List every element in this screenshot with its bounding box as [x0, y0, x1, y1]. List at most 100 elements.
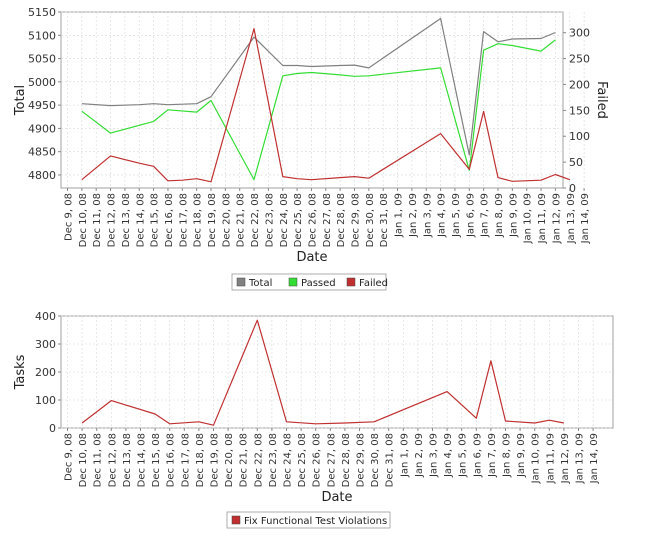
- x-tick-label: Dec 29, 08: [351, 193, 362, 247]
- y2-tick-label: 150: [569, 104, 590, 117]
- x-tick-label: Dec 19, 08: [207, 193, 218, 247]
- series-line-passed: [81, 39, 556, 181]
- x-axis-title: Date: [321, 490, 352, 505]
- x-tick-label: Jan 2, 09: [414, 433, 425, 478]
- x-tick-label: Dec 25, 08: [293, 193, 304, 247]
- y-tick-label: 5100: [28, 29, 56, 42]
- x-tick-label: Jan 8, 09: [502, 433, 513, 478]
- x-tick-label: Dec 26, 08: [312, 433, 323, 487]
- y2-tick-label: 200: [569, 78, 590, 91]
- x-tick-label: Jan 11, 09: [537, 193, 548, 244]
- x-tick-label: Dec 17, 08: [178, 193, 189, 247]
- series-line-fix-functional-test-violations: [81, 319, 565, 426]
- y-tick-label: 5050: [28, 53, 56, 66]
- legend-box: [226, 511, 391, 529]
- x-tick-label: Dec 21, 08: [239, 433, 250, 487]
- x-tick-label: Dec 23, 08: [268, 433, 279, 487]
- legend-swatch: [231, 515, 241, 525]
- x-tick-label: Dec 14, 08: [137, 433, 148, 487]
- y-tick-label: 300: [35, 338, 56, 351]
- x-tick-label: Dec 10, 08: [78, 193, 89, 247]
- y2-tick-label: 100: [569, 130, 590, 143]
- y-tick-label: 100: [35, 394, 56, 407]
- x-tick-label: Dec 16, 08: [164, 193, 175, 247]
- y-tick-label: 0: [49, 422, 56, 435]
- legend-swatch: [236, 277, 246, 287]
- x-tick-label: Jan 1, 09: [394, 193, 405, 238]
- x-tick-label: Jan 10, 09: [531, 433, 542, 484]
- x-tick-label: Dec 12, 08: [107, 433, 118, 487]
- plot-area: [60, 11, 564, 189]
- x-tick-label: Jan 4, 09: [443, 433, 454, 478]
- x-tick-label: Dec 30, 08: [370, 433, 381, 487]
- y2-tick-label: 50: [569, 156, 583, 169]
- x-tick-label: Dec 22, 08: [250, 193, 261, 247]
- y-axis-title: Total: [13, 85, 28, 116]
- legend: Fix Functional Test Violations: [226, 511, 391, 529]
- x-tick-label: Jan 3, 09: [422, 193, 433, 238]
- x-tick-label: Dec 20, 08: [221, 193, 232, 247]
- y2-tick-label: 300: [569, 27, 590, 40]
- x-tick-label: Jan 9, 09: [516, 433, 527, 478]
- x-tick-label: Dec 13, 08: [121, 193, 132, 247]
- x-tick-label: Jan 13, 09: [566, 193, 577, 244]
- y-tick-label: 4950: [28, 99, 56, 112]
- x-tick-label: Jan 2, 09: [408, 193, 419, 238]
- legend-swatch: [346, 277, 356, 287]
- x-tick-label: Jan 8, 09: [494, 193, 505, 238]
- x-tick-label: Jan 4, 09: [437, 193, 448, 238]
- y2-tick-label: 0: [569, 182, 576, 195]
- x-tick-label: Dec 11, 08: [92, 193, 103, 247]
- legend-label: Failed: [359, 278, 388, 289]
- x-tick-label: Dec 17, 08: [180, 433, 191, 487]
- legend-swatch: [288, 277, 298, 287]
- x-tick-label: Dec 31, 08: [385, 433, 396, 487]
- chart-1: 4800 4850 4900 4950 5000 5050 5100 5150 0 50 100 15…: [13, 6, 609, 291]
- legend-label: Fix Functional Test Violations: [244, 516, 387, 527]
- x-tick-label: Jan 5, 09: [451, 193, 462, 238]
- x-tick-label: Dec 15, 08: [150, 193, 161, 247]
- x-tick-label: Dec 15, 08: [151, 433, 162, 487]
- x-tick-label: Jan 13, 09: [575, 433, 586, 484]
- x-tick-label: Dec 9, 08: [64, 433, 75, 481]
- x-tick-label: Dec 12, 08: [107, 193, 118, 247]
- x-tick-label: Dec 14, 08: [135, 193, 146, 247]
- x-tick-label: Dec 23, 08: [264, 193, 275, 247]
- x-tick-label: Jan 14, 09: [589, 433, 600, 484]
- y-tick-label: 4850: [28, 146, 56, 159]
- x-tick-label: Jan 5, 09: [458, 433, 469, 478]
- x-tick-label: Dec 9, 08: [64, 193, 75, 241]
- legend-label: Total: [248, 278, 272, 289]
- x-axis-title: Date: [296, 250, 327, 265]
- series-line-failed: [81, 28, 571, 183]
- x-tick-label: Dec 25, 08: [297, 433, 308, 487]
- x-tick-label: Dec 16, 08: [166, 433, 177, 487]
- y-tick-label: 4800: [28, 169, 56, 182]
- x-tick-label: Jan 6, 09: [465, 193, 476, 238]
- x-tick-label: Jan 3, 09: [429, 433, 440, 478]
- y2-tick-label: 250: [569, 53, 590, 66]
- y2-axis-title: Failed: [594, 81, 609, 119]
- series-line-total: [81, 17, 556, 156]
- x-tick-label: Jan 1, 09: [399, 433, 410, 478]
- x-tick-label: Dec 24, 08: [283, 433, 294, 487]
- x-tick-label: Dec 31, 08: [379, 193, 390, 247]
- x-tick-label: Dec 26, 08: [307, 193, 318, 247]
- chart-2: 0 100 200 300 400 Dec 9, 08 Dec 10, 08 Dec 11, …: [13, 310, 614, 529]
- x-tick-label: Jan 11, 09: [545, 433, 556, 484]
- legend: Total Passed Failed: [231, 273, 388, 291]
- y-tick-label: 400: [35, 310, 56, 323]
- x-tick-label: Dec 27, 08: [322, 193, 333, 247]
- x-tick-label: Dec 24, 08: [279, 193, 290, 247]
- x-tick-label: Dec 28, 08: [341, 433, 352, 487]
- x-tick-label: Dec 18, 08: [193, 193, 204, 247]
- x-tick-label: Dec 30, 08: [365, 193, 376, 247]
- x-tick-label: Jan 12, 09: [560, 433, 571, 484]
- y-tick-label: 5000: [28, 76, 56, 89]
- x-tick-label: Dec 18, 08: [195, 433, 206, 487]
- x-tick-label: Jan 14, 09: [580, 193, 591, 244]
- x-tick-label: Dec 22, 08: [253, 433, 264, 487]
- x-tick-label: Dec 11, 08: [93, 433, 104, 487]
- x-tick-label: Jan 12, 09: [551, 193, 562, 244]
